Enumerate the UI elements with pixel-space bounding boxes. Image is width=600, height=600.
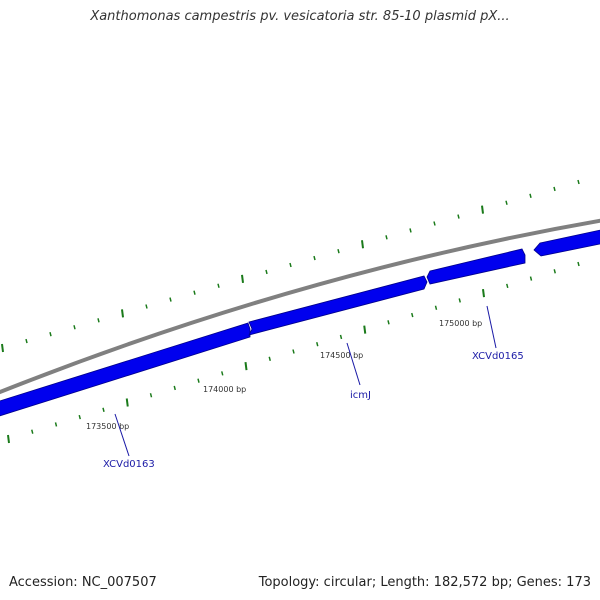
minor-tick: [289, 262, 292, 268]
minor-tick: [217, 283, 220, 288]
minor-tick: [102, 407, 105, 413]
gene-label-icmj[interactable]: icmJ: [350, 390, 371, 401]
genome-summary-text: Topology: circular; Length: 182,572 bp; …: [258, 575, 591, 590]
major-tick: [1, 343, 4, 353]
minor-tick: [313, 255, 316, 261]
gene-label-xcvd0163[interactable]: XCVd0163: [103, 459, 155, 470]
minor-tick: [411, 312, 414, 318]
minor-tick: [197, 378, 200, 383]
major-tick: [7, 434, 10, 444]
major-tick: [363, 325, 367, 334]
minor-tick: [169, 297, 172, 302]
minor-tick: [268, 356, 271, 361]
inner-tick-row: [7, 261, 580, 444]
minor-tick: [553, 186, 556, 192]
minor-tick: [506, 283, 509, 289]
gene-arrow[interactable]: [426, 248, 526, 285]
minor-tick: [78, 414, 81, 420]
minor-tick: [25, 338, 28, 344]
position-label: 175000 bp: [439, 319, 482, 328]
position-label: 174000 bp: [203, 385, 246, 394]
major-tick: [361, 240, 364, 249]
gene-leader-line: [486, 305, 497, 349]
major-tick: [121, 309, 124, 318]
minor-tick: [553, 269, 556, 274]
outer-tick-row: [1, 179, 580, 353]
minor-tick: [73, 325, 76, 330]
minor-tick: [505, 200, 508, 205]
minor-tick: [385, 235, 388, 240]
minor-tick: [337, 248, 340, 254]
minor-tick: [387, 320, 390, 325]
minor-tick: [577, 179, 580, 185]
minor-tick: [221, 371, 224, 376]
major-tick: [125, 398, 129, 407]
minor-tick: [434, 305, 438, 310]
minor-tick: [292, 349, 295, 354]
minor-tick: [173, 385, 176, 391]
minor-tick: [433, 221, 436, 226]
minor-tick: [49, 331, 52, 337]
gene-arrow[interactable]: [248, 275, 428, 336]
major-tick: [482, 289, 485, 298]
minor-tick: [458, 298, 461, 303]
position-label: 173500 bp: [86, 422, 129, 431]
minor-tick: [265, 269, 268, 275]
minor-tick: [31, 429, 34, 434]
map-title: Xanthomonas campestris pv. vesicatoria s…: [90, 9, 510, 24]
gene-leader-line: [114, 413, 130, 457]
major-tick: [241, 274, 244, 283]
minor-tick: [457, 214, 460, 219]
minor-tick: [149, 393, 153, 398]
gene-label-xcvd0165[interactable]: XCVd0165: [472, 351, 524, 362]
gene-leader-line: [346, 342, 361, 386]
position-label: 174500 bp: [320, 351, 363, 360]
gene-labels: XCVd0163 icmJ XCVd0165: [103, 351, 524, 470]
minor-tick: [409, 228, 412, 233]
accession-text: Accession: NC_007507: [9, 575, 157, 590]
gene-arrows: [0, 228, 600, 419]
minor-tick: [193, 290, 196, 295]
gene-leaders: [114, 305, 497, 457]
minor-tick: [145, 304, 148, 309]
position-labels: 173500 bp 174000 bp 174500 bp 175000 bp: [86, 319, 482, 431]
minor-tick: [577, 261, 580, 267]
minor-tick: [529, 193, 532, 199]
gene-arrow[interactable]: [0, 322, 251, 419]
gene-arrow[interactable]: [533, 228, 600, 257]
minor-tick: [529, 276, 533, 281]
minor-tick: [316, 342, 319, 347]
minor-tick: [54, 422, 58, 427]
minor-tick: [97, 318, 100, 323]
backbone-line: [0, 218, 600, 395]
minor-tick: [339, 334, 343, 340]
major-tick: [244, 361, 248, 371]
major-tick: [481, 205, 484, 214]
